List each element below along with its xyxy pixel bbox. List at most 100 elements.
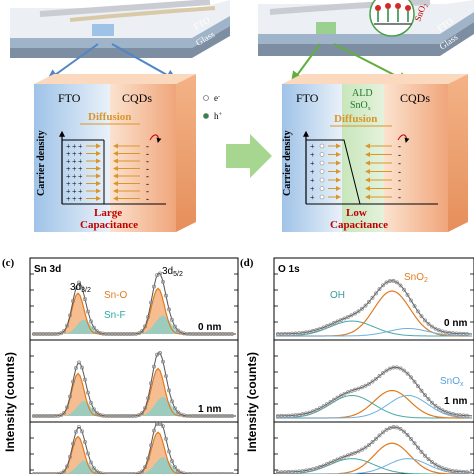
data-point	[59, 413, 63, 418]
data-point	[307, 467, 312, 472]
data-point	[95, 469, 99, 474]
data-point	[374, 291, 378, 296]
data-point	[346, 390, 350, 395]
data-point	[430, 400, 434, 405]
plus-charge: +	[72, 195, 77, 204]
data-point	[332, 321, 336, 325]
minus-charge: -	[146, 164, 149, 174]
snf-component-area	[32, 397, 236, 416]
plus-charge: +	[66, 157, 71, 166]
oh-component-line	[275, 458, 472, 474]
left-recombination-curve	[149, 134, 162, 143]
data-point	[74, 429, 78, 434]
data-point	[342, 391, 347, 396]
data-point	[444, 410, 448, 414]
plus-charge: +	[310, 142, 315, 151]
data-point	[356, 386, 361, 391]
data-point	[300, 412, 305, 417]
data-point	[95, 411, 99, 415]
data-point	[426, 397, 431, 402]
data-point	[412, 304, 417, 308]
fit-envelope-line	[276, 426, 472, 473]
data-point	[346, 314, 350, 319]
snox-component-line	[276, 394, 473, 419]
data-point	[314, 407, 319, 412]
data-point	[170, 317, 174, 322]
fit-envelope-line	[32, 352, 236, 417]
minus-charge: -	[398, 150, 401, 160]
data-point	[412, 441, 417, 446]
sno2-zoom-circle	[369, 0, 415, 37]
data-point	[377, 433, 382, 438]
left-capacitance-label: Capacitance	[80, 219, 138, 231]
electron-legend-label: e-	[214, 93, 220, 103]
hole-icon	[203, 113, 209, 119]
data-point	[152, 428, 156, 433]
plus-charge: +	[78, 187, 83, 196]
panel-d-thickness-1: 1 nm	[444, 396, 467, 407]
plus-charge: +	[66, 165, 71, 174]
plus-charge: +	[78, 172, 83, 181]
data-point	[370, 439, 375, 444]
data-point	[89, 460, 93, 465]
data-point	[398, 283, 403, 288]
data-point	[328, 322, 333, 327]
right-zoom-arrow-1	[290, 43, 321, 84]
data-point	[83, 297, 87, 302]
data-point	[384, 368, 389, 373]
data-point	[370, 295, 375, 300]
data-point	[339, 317, 343, 322]
data-point	[444, 467, 448, 472]
data-point	[342, 454, 347, 459]
data-point	[405, 432, 410, 437]
panel-c-thickness-0: 0 nm	[198, 322, 221, 333]
data-point	[437, 464, 441, 469]
sno2-component-line	[276, 442, 472, 474]
plus-charge: +	[72, 172, 77, 181]
ylabel-d: Intensity (counts)	[245, 352, 259, 452]
electron-dot	[319, 160, 325, 166]
data-point	[409, 298, 413, 303]
minus-charge: -	[146, 186, 149, 196]
electron-dot	[319, 194, 325, 200]
panel-d-element-label: O 1s	[278, 264, 300, 275]
data-point	[433, 403, 438, 408]
data-point	[155, 352, 159, 357]
data-point	[321, 325, 326, 330]
data-point	[62, 411, 66, 415]
data-point	[433, 462, 438, 467]
right-carrier-density-label: Carrier density	[282, 130, 293, 196]
panel-d-frame	[273, 257, 474, 474]
minus-charge: -	[146, 149, 149, 159]
right-cqds-label: CQDs	[400, 91, 430, 105]
data-point	[416, 309, 420, 314]
data-point	[356, 449, 361, 454]
plus-charge: +	[66, 150, 71, 159]
data-point	[388, 425, 392, 430]
data-point	[307, 410, 312, 415]
data-point	[95, 329, 99, 334]
data-point	[423, 318, 427, 323]
data-point	[62, 469, 66, 474]
minus-charge: -	[398, 175, 401, 185]
fit-envelope-line	[32, 423, 236, 474]
sno-component-area	[32, 432, 236, 474]
data-point	[419, 314, 424, 319]
data-point	[430, 324, 434, 329]
minus-charge: -	[398, 192, 401, 202]
minus-charge: -	[398, 167, 401, 177]
data-point	[65, 405, 69, 410]
data-point	[143, 465, 147, 469]
minus-charge: -	[146, 171, 149, 181]
data-point	[173, 406, 177, 411]
data-point	[395, 365, 399, 370]
data-point	[161, 359, 165, 364]
data-point	[328, 400, 333, 404]
panel-c-peak1-label: 3d3/2	[70, 282, 91, 294]
data-point	[339, 456, 343, 460]
data-point	[152, 364, 156, 369]
plus-charge: +	[72, 157, 77, 166]
data-point	[381, 371, 385, 376]
data-point	[409, 436, 413, 441]
left-cqds-label: CQDs	[122, 91, 152, 105]
